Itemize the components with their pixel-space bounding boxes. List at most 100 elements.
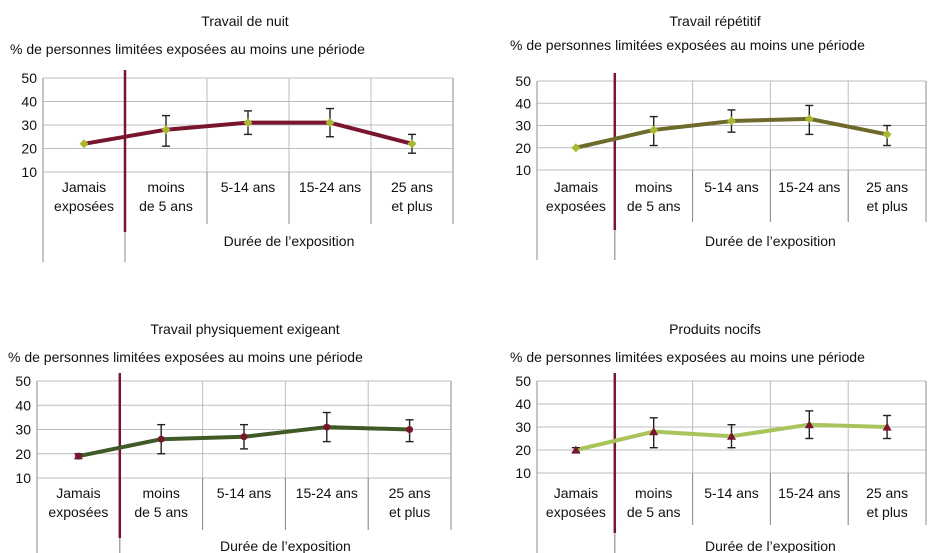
- chart-title: Travail physiquement exigeant: [150, 321, 339, 337]
- x-tick-label-line: 5-14 ans: [217, 485, 271, 501]
- x-tick-label-line: et plus: [391, 198, 432, 214]
- chart-title: Travail de nuit: [201, 13, 289, 29]
- data-point: [649, 125, 659, 135]
- y-tick-label: 50: [515, 73, 531, 89]
- chart-panel-2: Travail répétitif % de personnes limitées…: [510, 13, 927, 260]
- data-point: [243, 118, 253, 128]
- x-tick-label-line: et plus: [866, 504, 907, 520]
- data-point: [571, 445, 581, 454]
- data-point: [727, 431, 736, 440]
- x-tick-label: 15-24 ans: [296, 485, 358, 501]
- chart-panel-1: Travail de nuit % de personnes limitées e…: [10, 13, 454, 262]
- x-tick-label-line: de 5 ans: [627, 198, 681, 214]
- data-point: [804, 114, 814, 124]
- x-tick-label-line: de 5 ans: [627, 504, 681, 520]
- x-tick-label: 15-24 ans: [778, 179, 840, 195]
- y-tick-label: 40: [21, 94, 37, 110]
- x-axis-label: Durée de l’exposition: [220, 538, 351, 553]
- y-tick-label: 20: [15, 446, 31, 462]
- data-point: [407, 139, 417, 149]
- data-point: [406, 426, 414, 433]
- x-tick-label-line: 15-24 ans: [778, 179, 840, 195]
- x-tick-label: 5-14 ans: [221, 179, 275, 195]
- data-point: [325, 118, 335, 128]
- x-tick-label-line: 15-24 ans: [296, 485, 358, 501]
- x-tick-label-line: 25 ans: [389, 485, 431, 501]
- x-tick-label-line: 5-14 ans: [704, 485, 758, 501]
- x-tick-label-line: 15-24 ans: [299, 179, 361, 195]
- y-tick-label: 20: [515, 140, 531, 156]
- x-tick-label: 5-14 ans: [217, 485, 271, 501]
- x-tick-label: Jamais exposées: [54, 179, 114, 214]
- data-point: [79, 139, 89, 149]
- x-tick-label-line: moins: [143, 485, 180, 501]
- y-tick-label: 10: [21, 164, 37, 180]
- x-tick-label-line: 5-14 ans: [704, 179, 758, 195]
- x-tick-label-line: moins: [635, 485, 672, 501]
- x-tick-label-line: 25 ans: [866, 485, 908, 501]
- x-axis-label: Durée de l’exposition: [705, 233, 836, 249]
- x-tick-label-line: Jamais: [62, 179, 106, 195]
- x-tick-label: 25 ans et plus: [866, 485, 908, 520]
- y-tick-label: 40: [515, 396, 531, 412]
- y-tick-label: 20: [515, 442, 531, 458]
- chart-title: Produits nocifs: [669, 321, 761, 337]
- y-tick-label: 40: [15, 397, 31, 413]
- x-tick-label-line: et plus: [389, 504, 430, 520]
- x-tick-label: moins de 5 ans: [627, 485, 681, 520]
- y-tick-label: 10: [15, 470, 31, 486]
- x-tick-label: 5-14 ans: [704, 179, 758, 195]
- chart-panel-4: Produits nocifs % de personnes limitées e…: [510, 321, 927, 553]
- x-tick-label-line: de 5 ans: [139, 198, 193, 214]
- x-tick-label-line: exposées: [546, 198, 606, 214]
- x-axis-label: Durée de l’exposition: [224, 233, 355, 249]
- chart-title: Travail répétitif: [669, 13, 760, 29]
- y-axis-label: % de personnes limitées exposées au moin…: [510, 37, 865, 53]
- x-tick-label-line: Jamais: [56, 485, 100, 501]
- chart-panel-3: Travail physiquement exigeant % de person…: [8, 321, 452, 553]
- data-point: [804, 420, 814, 429]
- x-tick-label: moins de 5 ans: [139, 179, 193, 214]
- x-tick-label: Jamais exposées: [546, 179, 606, 214]
- y-axis-label: % de personnes limitées exposées au moin…: [10, 41, 365, 57]
- x-tick-label: 5-14 ans: [704, 485, 758, 501]
- x-tick-label-line: 15-24 ans: [778, 485, 840, 501]
- x-tick-label-line: Jamais: [554, 485, 598, 501]
- x-tick-label-line: 5-14 ans: [221, 179, 275, 195]
- data-point: [240, 433, 248, 441]
- data-point: [882, 422, 892, 431]
- data-point: [323, 423, 331, 431]
- data-point: [571, 143, 581, 153]
- x-tick-label: 25 ans et plus: [391, 179, 433, 214]
- y-tick-label: 30: [21, 117, 37, 133]
- x-tick-label: Jamais exposées: [48, 485, 108, 520]
- y-tick-label: 10: [515, 162, 531, 178]
- data-point: [882, 129, 892, 139]
- data-point: [649, 427, 659, 436]
- y-tick-label: 20: [21, 141, 37, 157]
- y-axis-label: % de personnes limitées exposées au moin…: [8, 349, 363, 365]
- x-tick-label-line: et plus: [866, 198, 907, 214]
- x-tick-label-line: Jamais: [554, 179, 598, 195]
- x-tick-label-line: exposées: [48, 504, 108, 520]
- x-tick-label-line: 25 ans: [866, 179, 908, 195]
- y-tick-label: 30: [15, 422, 31, 438]
- y-tick-label: 50: [15, 373, 31, 389]
- x-tick-label: 15-24 ans: [299, 179, 361, 195]
- y-tick-label: 50: [21, 70, 37, 86]
- x-tick-label: 15-24 ans: [778, 485, 840, 501]
- data-point: [74, 452, 82, 460]
- x-tick-label-line: exposées: [546, 504, 606, 520]
- x-tick-label: moins de 5 ans: [134, 485, 188, 520]
- data-point: [161, 125, 171, 135]
- y-tick-label: 30: [515, 118, 531, 134]
- x-tick-label-line: 25 ans: [391, 179, 433, 195]
- y-tick-label: 30: [515, 419, 531, 435]
- x-tick-label-line: moins: [147, 179, 184, 195]
- x-tick-label-line: moins: [635, 179, 672, 195]
- x-tick-label: 25 ans et plus: [389, 485, 431, 520]
- x-tick-label-line: de 5 ans: [134, 504, 188, 520]
- x-tick-label: moins de 5 ans: [627, 179, 681, 214]
- data-point: [157, 435, 165, 443]
